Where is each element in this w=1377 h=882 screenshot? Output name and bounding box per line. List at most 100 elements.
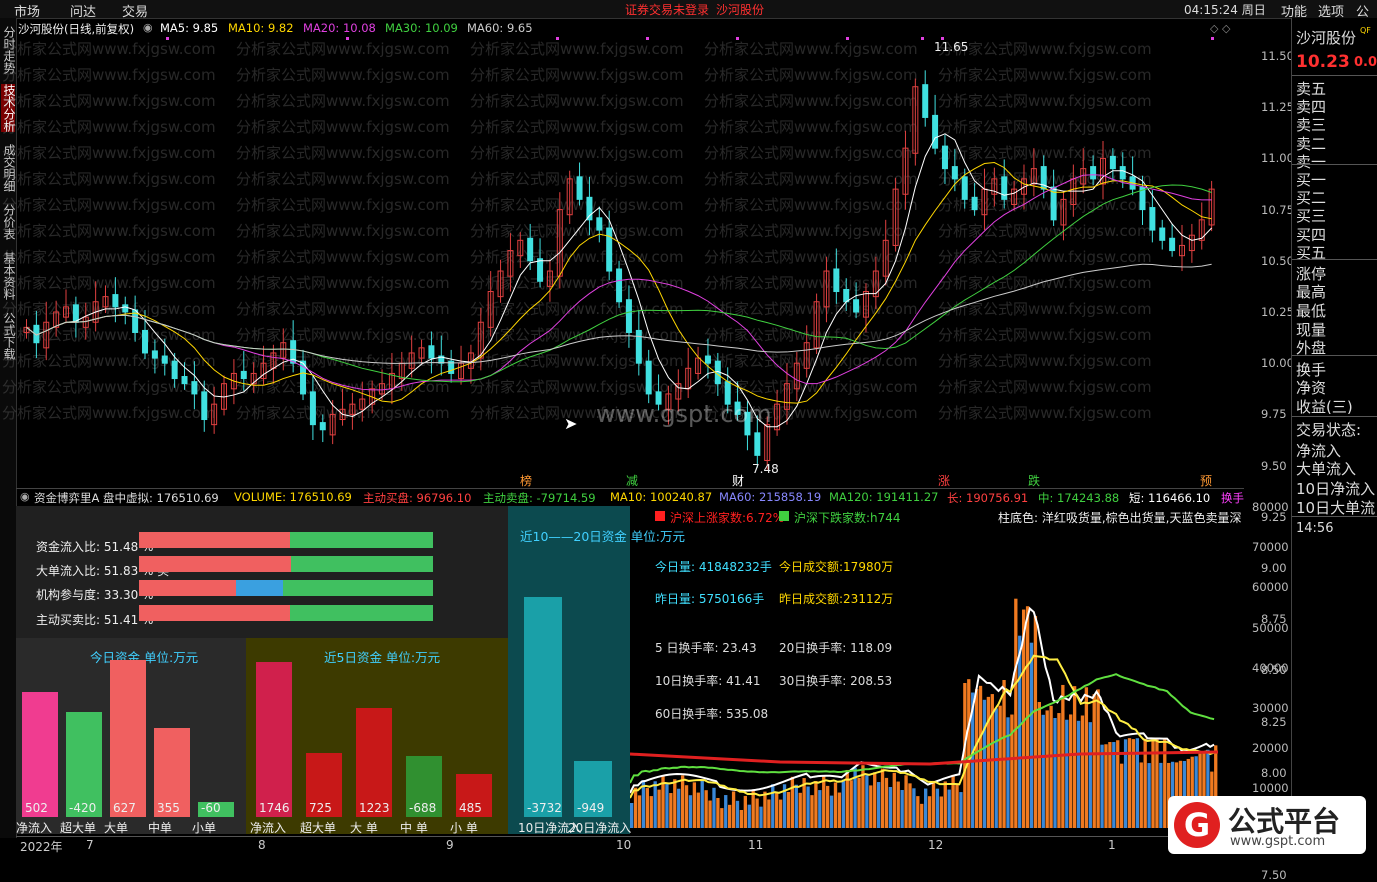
volume-bar [798, 792, 802, 828]
volume-bar [998, 705, 1002, 828]
volume-bar [1190, 756, 1194, 828]
volume-bar [963, 683, 967, 828]
diamond-icon[interactable]: ◇ ◇ [1210, 22, 1231, 35]
volume-bar [1186, 758, 1190, 828]
tab-intraday[interactable]: 分时走势 [2, 26, 16, 74]
volume-bar [763, 791, 767, 828]
volume-bar [1080, 715, 1085, 828]
watermark-text: 分析家公式网www.fxjgsw.com [938, 300, 1152, 318]
candle-body [576, 176, 583, 200]
volume-bar [771, 784, 775, 828]
volume-bar [904, 775, 908, 828]
candle-body [566, 178, 573, 216]
volume-bar [955, 783, 959, 828]
event-marker-cai[interactable]: 财 [732, 474, 745, 488]
candle-body [260, 362, 267, 380]
chart-settings-icon[interactable]: ◉ [143, 21, 153, 34]
fund-bar-value: 627 [113, 801, 136, 815]
candle-body [783, 383, 790, 410]
volume-chart[interactable] [630, 506, 1244, 834]
candle-body [280, 342, 287, 359]
fund-bar-value: 725 [309, 801, 332, 815]
index-down-swatch [779, 511, 789, 521]
index-down-label: 沪深下跌家数:h744 [794, 511, 901, 525]
fund-bar [256, 661, 292, 817]
tab-price-table[interactable]: 分价表 [2, 204, 16, 240]
volume-bar [1131, 739, 1136, 828]
watermark-text: 分析家公式网www.fxjgsw.com [470, 378, 684, 396]
volume-bar [861, 765, 865, 828]
event-marker-jian[interactable]: 减 [626, 474, 639, 488]
candle-body [1198, 219, 1205, 241]
quote-field: 外盘 [1296, 339, 1327, 357]
tab-formula-download[interactable]: 公式下载 [2, 312, 16, 360]
login-status[interactable]: 证券交易未登录 [625, 3, 710, 17]
tab-fundamentals[interactable]: 基本资料 [2, 252, 16, 300]
menu-functions[interactable]: 功能 [1281, 5, 1308, 20]
menu-formula[interactable]: 公 [1356, 5, 1370, 20]
volume-bar [1112, 742, 1116, 828]
price-tick: 9.75 [1261, 407, 1287, 422]
volume-bar [1155, 738, 1159, 828]
menu-market[interactable]: 市场 [14, 5, 41, 20]
volume-bar [716, 798, 720, 828]
order-book-level: 卖二 [1296, 134, 1327, 153]
legend-turnover: 换手 [1221, 491, 1244, 505]
fund-bar [574, 761, 612, 817]
candle-body [1178, 244, 1185, 257]
five-day-funds-title: 近5日资金 单位:万元 [324, 650, 441, 665]
volume-bar [1104, 744, 1108, 828]
event-marker-die[interactable]: 跌 [1028, 474, 1041, 488]
tab-technical[interactable]: 技术分析 [1, 84, 16, 132]
order-book-level: 买二 [1296, 189, 1327, 208]
quote-field: 净流入 [1296, 442, 1342, 460]
legend-active-sell: 主动卖盘: -79714.59 [483, 491, 596, 505]
candle-body [537, 258, 544, 282]
signal-dot [346, 37, 349, 40]
menu-wenda[interactable]: 问达 [70, 5, 97, 20]
tab-trade-detail[interactable]: 成交明细 [2, 144, 16, 192]
candle-body [181, 376, 188, 385]
candlestick-chart[interactable] [16, 18, 1244, 488]
indicator-settings-icon[interactable]: ◉ [20, 490, 30, 503]
menu-trade[interactable]: 交易 [122, 5, 149, 20]
menu-options[interactable]: 选项 [1318, 5, 1345, 20]
menu-stock-name: 沙河股份 [716, 3, 765, 17]
watermark-text: 分析家公式网www.fxjgsw.com [236, 300, 450, 318]
volume-bar [637, 795, 642, 828]
volume-bar [720, 808, 724, 828]
candle-body [1208, 188, 1215, 226]
order-book-level: 卖三 [1296, 116, 1327, 135]
volume-bar [735, 800, 740, 828]
price-tick: 10.25 [1261, 305, 1294, 319]
vol-ma10-line [630, 654, 1215, 799]
stat-turnover-30d: 30日换手率: 208.53 [779, 674, 893, 688]
watermark-text: 分析家公式网www.fxjgsw.com [704, 378, 918, 396]
event-marker-bang[interactable]: 榜 [520, 474, 533, 488]
stat-turnover-20d: 20日换手率: 118.09 [779, 641, 893, 655]
stat-today-volume: 今日量: 41848232手 [655, 560, 772, 574]
watermark-text: 分析家公式网www.fxjgsw.com [938, 404, 1152, 422]
event-marker-yu[interactable]: 预 [1200, 474, 1213, 488]
candle-body [300, 360, 307, 395]
signal-dot [1211, 37, 1214, 40]
ratio-bar-green [283, 580, 433, 596]
fund-bar-value: -949 [577, 801, 605, 815]
legend-ma10: MA10: 9.82 [228, 21, 294, 35]
candle-body [250, 372, 257, 385]
candle-body [665, 393, 672, 410]
clock: 04:15:24 周日 [1184, 3, 1266, 17]
volume-bar [920, 803, 924, 828]
ma5-line [26, 133, 1212, 428]
volume-bar [1069, 714, 1073, 828]
candle-body [1188, 234, 1195, 252]
signal-dot [846, 37, 849, 40]
watermark-text: 分析家公式网www.fxjgsw.com [470, 144, 684, 162]
volume-bar [974, 689, 979, 828]
ratio-bar-red [139, 580, 237, 596]
volume-bar [1018, 635, 1022, 828]
candle-body [546, 270, 553, 287]
event-marker-zhang[interactable]: 涨 [938, 474, 951, 488]
volume-bar [630, 803, 634, 828]
volume-bar [728, 804, 732, 828]
